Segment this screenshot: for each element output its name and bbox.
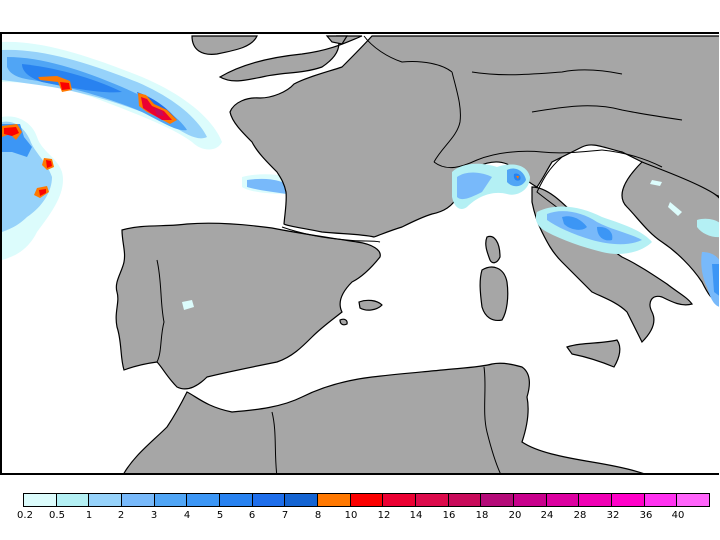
colorbar-segment [612, 494, 645, 506]
colorbar-segment [579, 494, 613, 506]
colorbar-label: 20 [508, 510, 522, 521]
colorbar-label: 1 [85, 510, 93, 521]
colorbar-segment [187, 494, 221, 506]
border-algeria-tunisia [483, 366, 501, 473]
colorbar-label: 0.5 [49, 510, 65, 521]
land-ireland [191, 35, 258, 55]
border-germany-czech [471, 69, 623, 76]
colorbar-label: 24 [540, 510, 554, 521]
border-austria [531, 105, 683, 121]
land-sicily [566, 339, 621, 368]
colorbar-label: 14 [409, 510, 423, 521]
land-mallorca [358, 299, 383, 311]
precip-atlantic-band [2, 41, 222, 260]
border-morocco-algeria [271, 411, 278, 473]
colorbar-segment [644, 494, 678, 506]
colorbar-segment [24, 494, 57, 506]
border-slovenia-croatia [601, 149, 663, 168]
colorbar-segment [514, 494, 547, 506]
colorbar-segment [677, 494, 710, 506]
land-europe [229, 35, 719, 238]
colorbar-label: 4 [183, 510, 191, 521]
colorbar-label: 28 [573, 510, 587, 521]
colorbar-label: 5 [216, 510, 224, 521]
colorbar-segment [122, 494, 155, 506]
colorbar-segment [56, 494, 90, 506]
colorbar-label: 6 [248, 510, 256, 521]
colorbar-segment [252, 494, 286, 506]
land-sardinia [479, 266, 509, 322]
border-pyrenees [281, 226, 381, 243]
colorbar-label: 0.2 [17, 510, 33, 521]
border-alps [433, 149, 603, 169]
land-north-africa [123, 362, 644, 473]
colorbar-segment [416, 494, 449, 506]
precipitation-map [0, 32, 719, 475]
colorbar-segment [285, 494, 319, 506]
land [115, 35, 719, 473]
colorbar-label: 7 [281, 510, 289, 521]
colorbar-segment [448, 494, 482, 506]
map-canvas [2, 34, 719, 473]
colorbar-segment [350, 494, 384, 506]
colorbar-label: 2 [117, 510, 125, 521]
colorbar-label: 40 [671, 510, 685, 521]
colorbar-segment [383, 494, 417, 506]
land-uk [218, 35, 363, 82]
country-borders [156, 35, 683, 473]
colorbar-segment [154, 494, 188, 506]
colorbar-label: 12 [377, 510, 391, 521]
colorbar-label: 3 [150, 510, 158, 521]
border-france-belgium [363, 35, 453, 73]
colorbar-label: 32 [606, 510, 620, 521]
colorbar-segment [481, 494, 515, 506]
precip-italy [182, 163, 719, 310]
colorbar-label: 36 [639, 510, 653, 521]
colorbar-segment [546, 494, 580, 506]
colorbar-label: 16 [442, 510, 456, 521]
colorbar-segment [89, 494, 123, 506]
land-balkans [621, 161, 719, 303]
colorbar-labels: 0.2 0.5 1 2 3 4 5 6 7 8 10 12 14 16 18 2… [0, 510, 720, 528]
land-corsica [485, 235, 501, 264]
colorbar-segment [220, 494, 253, 506]
colorbar [23, 493, 710, 507]
colorbar-segment [318, 494, 351, 506]
colorbar-label: 8 [314, 510, 322, 521]
colorbar-label: 18 [475, 510, 489, 521]
border-france-germany-switzerland [433, 71, 461, 163]
colorbar-label: 10 [344, 510, 358, 521]
border-spain-portugal [156, 259, 165, 363]
